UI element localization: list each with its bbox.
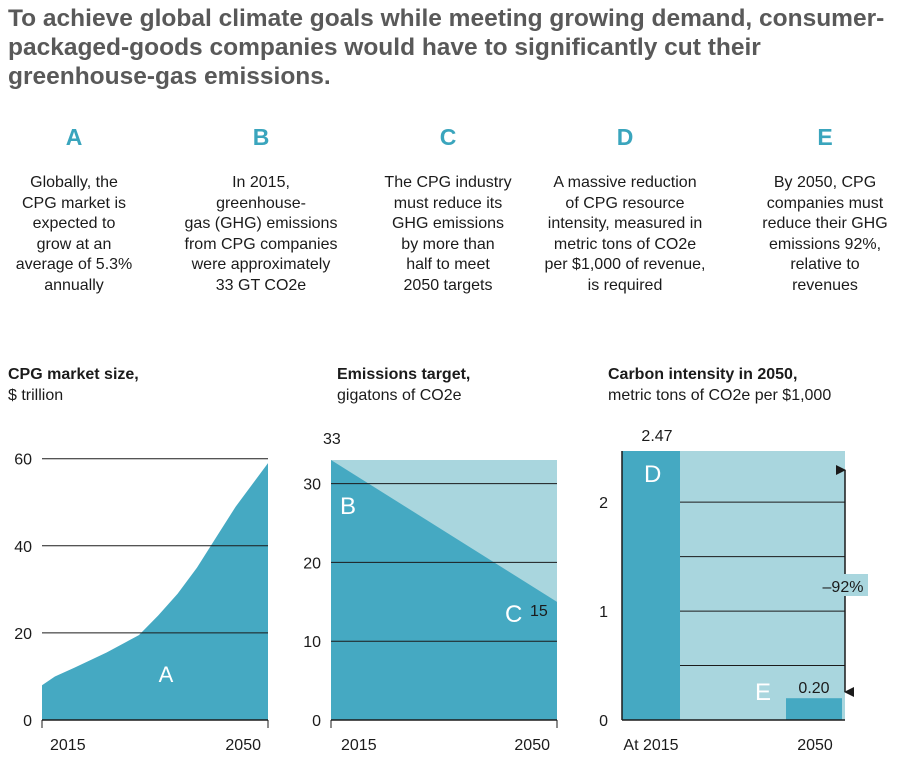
bar-2050 [786, 698, 842, 720]
step-e-text: By 2050, CPG companies must reduce their… [762, 174, 888, 294]
market-size-chart: 0 20 40 60 2015 2050 A [14, 452, 269, 754]
market-area [42, 463, 268, 720]
end-value-label: 15 [530, 603, 548, 620]
step-c: C The CPG industry must reduce its GHG e… [362, 122, 534, 297]
annotation-c: C [505, 601, 522, 628]
change-label: –92% [823, 579, 864, 596]
x-tick-label: 2015 [50, 737, 86, 754]
step-a-text: Globally, the CPG market is expected to … [15, 174, 133, 294]
target-area [331, 460, 557, 720]
step-d: D A massive reduction of CPG resource in… [540, 122, 710, 297]
value-label-2050: 0.20 [798, 680, 829, 697]
y-tick-label: 10 [303, 634, 321, 651]
step-d-letter: D [616, 124, 634, 150]
y-tick-label: 60 [14, 452, 32, 469]
carbon-intensity-chart: 0 1 2 At 2015 2050 2.47 0.20 D E –92% [599, 428, 868, 754]
step-c-text: The CPG industry must reduce its GHG emi… [384, 174, 512, 294]
y-tick-label: 40 [14, 539, 32, 556]
intensity-chart-subtitle: metric tons of CO2e per $1,000 [608, 387, 832, 404]
y-tick-label: 2 [599, 495, 608, 512]
market-chart-title: CPG market size, [8, 366, 139, 383]
start-value-label: 33 [323, 431, 341, 448]
bar-at-2015 [622, 451, 680, 720]
emissions-chart-title: Emissions target, [337, 366, 471, 383]
step-c-letter: C [439, 124, 457, 150]
step-a: A Globally, the CPG market is expected t… [4, 122, 144, 297]
x-tick-label: At 2015 [623, 737, 678, 754]
market-chart-heading: CPG market size, $ trillion [8, 364, 139, 406]
headline: To achieve global climate goals while me… [8, 5, 885, 90]
emissions-chart-heading: Emissions target, gigatons of CO2e [337, 364, 470, 406]
step-b: B In 2015, greenhouse- gas (GHG) emissio… [172, 122, 350, 297]
step-a-letter: A [65, 124, 83, 150]
value-label-2015: 2.47 [641, 428, 672, 445]
emissions-chart-subtitle: gigatons of CO2e [337, 387, 462, 404]
y-tick-label: 20 [303, 555, 321, 572]
x-tick-label: 2050 [225, 737, 261, 754]
annotation-d: D [644, 461, 661, 488]
y-tick-label: 0 [23, 713, 32, 730]
annotation-b: B [340, 493, 356, 520]
annotation-a: A [159, 662, 174, 687]
step-e-letter: E [817, 124, 833, 150]
x-tick-label: 2050 [514, 737, 550, 754]
intensity-chart-heading: Carbon intensity in 2050, metric tons of… [608, 364, 831, 406]
market-chart-subtitle: $ trillion [8, 387, 64, 404]
step-b-text: In 2015, greenhouse- gas (GHG) emissions… [184, 174, 338, 294]
step-b-letter: B [252, 124, 270, 150]
step-explanations: A Globally, the CPG market is expected t… [0, 122, 900, 312]
annotation-e: E [755, 679, 771, 706]
x-tick-label: 2015 [341, 737, 377, 754]
emissions-target-chart: 0 10 20 30 2015 2050 33 15 B C [303, 431, 558, 754]
step-e: E By 2050, CPG companies must reduce the… [748, 122, 900, 297]
y-tick-label: 30 [303, 477, 321, 494]
y-tick-label: 1 [599, 604, 608, 621]
step-d-text: A massive reduction of CPG resource inte… [544, 174, 706, 294]
y-tick-label: 20 [14, 626, 32, 643]
y-tick-label: 0 [312, 713, 321, 730]
change-label-bg [822, 574, 868, 596]
x-tick-label: 2050 [797, 737, 833, 754]
y-tick-label: 0 [599, 713, 608, 730]
intensity-chart-title: Carbon intensity in 2050, [608, 366, 798, 383]
